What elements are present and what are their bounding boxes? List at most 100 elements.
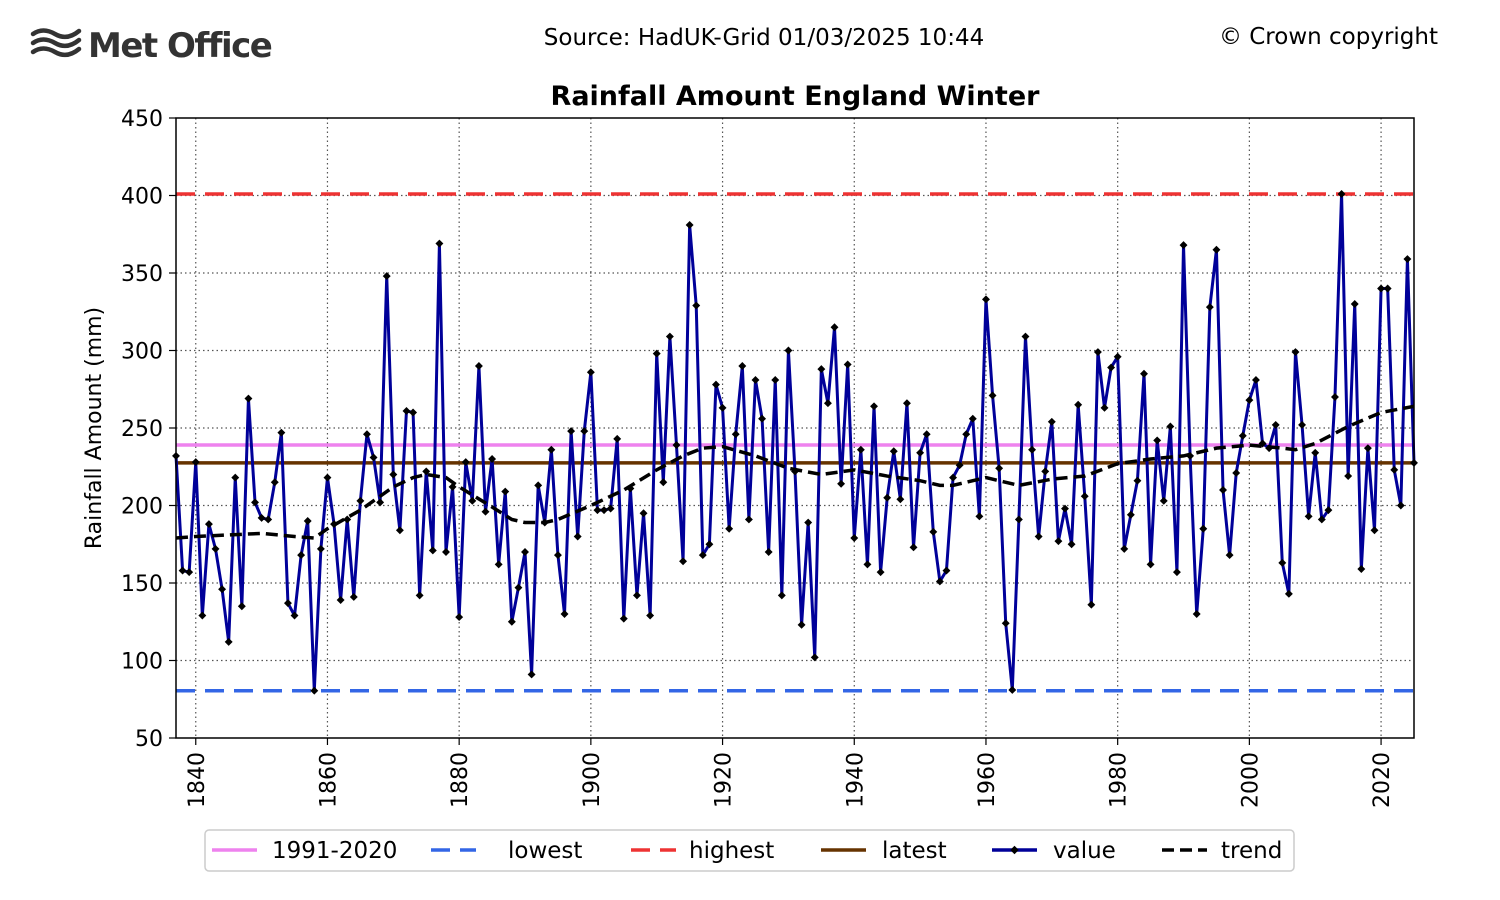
- value-point: [310, 686, 319, 695]
- value-point: [191, 458, 200, 467]
- value-point: [1014, 515, 1023, 524]
- value-point: [1179, 241, 1188, 250]
- legend-label: trend: [1221, 838, 1282, 864]
- value-point: [817, 365, 826, 374]
- value-point: [356, 496, 365, 505]
- legend: 1991-2020 lowest highest latest value trend: [204, 829, 1295, 872]
- value-point: [1205, 303, 1214, 312]
- value-point: [1383, 284, 1392, 293]
- value-point: [659, 478, 668, 487]
- value-point: [1232, 468, 1241, 477]
- value-point: [1028, 445, 1037, 454]
- value-point: [336, 596, 345, 605]
- copyright-text: © Crown copyright: [1219, 24, 1438, 50]
- y-tick-label: 50: [135, 727, 163, 752]
- grid: [176, 118, 1414, 738]
- data-series: [172, 189, 1418, 695]
- value-point: [343, 515, 352, 524]
- value-point: [955, 461, 964, 470]
- value-point: [639, 509, 648, 518]
- value-point: [507, 617, 516, 626]
- value-point: [1120, 544, 1129, 553]
- value-point: [1212, 245, 1221, 254]
- value-point: [178, 566, 187, 575]
- value-point: [672, 441, 681, 450]
- value-point: [1067, 540, 1076, 549]
- value-point: [1377, 284, 1386, 293]
- value-point: [323, 473, 332, 482]
- value-point: [395, 526, 404, 535]
- value-point: [211, 544, 220, 553]
- value-point: [619, 614, 628, 623]
- value-point: [1192, 610, 1201, 618]
- x-tick-label: 1900: [580, 752, 605, 808]
- value-point: [1159, 496, 1168, 505]
- y-tick-label: 150: [121, 572, 163, 597]
- value-point: [402, 406, 411, 415]
- value-point: [652, 349, 661, 358]
- value-point: [962, 430, 971, 439]
- value-point: [718, 403, 727, 412]
- value-point: [198, 611, 207, 620]
- value-point: [712, 380, 720, 389]
- value-point: [777, 591, 786, 600]
- value-point: [231, 473, 240, 482]
- x-tick-label: 1940: [843, 752, 868, 808]
- value-point: [1093, 348, 1102, 357]
- legend-item-lowest: lowest: [431, 838, 582, 864]
- value-point: [1238, 431, 1247, 440]
- value-point: [606, 504, 615, 513]
- value-point: [982, 295, 990, 304]
- y-tick-label: 100: [121, 650, 163, 675]
- value-point: [830, 323, 839, 332]
- value-point: [270, 478, 279, 487]
- x-tick-label: 1920: [712, 752, 737, 808]
- value-point: [1074, 400, 1083, 409]
- value-point: [1304, 512, 1313, 521]
- value-point: [1298, 420, 1307, 429]
- value-point: [843, 360, 852, 369]
- value-point: [1166, 422, 1175, 431]
- value-point: [297, 551, 306, 560]
- value-point: [586, 368, 595, 377]
- axis-ticks: 1840 1860 1880 1900 1920 1940 1960 1980 2000 2020…: [121, 107, 1395, 808]
- legend-marker: [1010, 845, 1019, 855]
- value-point: [277, 428, 286, 437]
- value-point: [185, 568, 194, 577]
- value-point: [698, 551, 707, 560]
- value-point: [553, 551, 562, 560]
- value-point: [902, 399, 911, 408]
- value-point: [1350, 300, 1359, 308]
- x-tick-label: 2020: [1370, 752, 1395, 808]
- value-point: [646, 611, 655, 620]
- value-point: [1344, 472, 1353, 481]
- value-point: [632, 591, 641, 600]
- value-point: [916, 448, 925, 457]
- legend-item-value: value: [992, 838, 1116, 864]
- x-tick-label: 1840: [185, 752, 210, 808]
- value-point: [744, 515, 753, 524]
- value-point: [244, 394, 253, 403]
- value-point: [534, 481, 543, 490]
- met-office-logo: Met Office: [30, 26, 273, 66]
- value-point: [442, 548, 450, 556]
- legend-label: 1991-2020: [272, 838, 397, 864]
- value-point: [1291, 348, 1300, 357]
- value-point: [975, 512, 984, 521]
- value-point: [488, 455, 497, 463]
- value-point: [435, 239, 444, 248]
- value-point: [889, 447, 898, 456]
- value-point: [896, 495, 905, 504]
- value-point: [1251, 375, 1260, 384]
- value-point: [856, 445, 865, 454]
- value-point: [481, 507, 490, 516]
- y-tick-label: 450: [121, 107, 163, 132]
- x-tick-label: 1860: [316, 752, 341, 808]
- value-point: [455, 613, 464, 622]
- value-point: [1153, 436, 1162, 445]
- value-point: [461, 458, 470, 467]
- value-point: [1172, 568, 1181, 577]
- value-point: [929, 527, 938, 536]
- value-point: [1100, 403, 1109, 412]
